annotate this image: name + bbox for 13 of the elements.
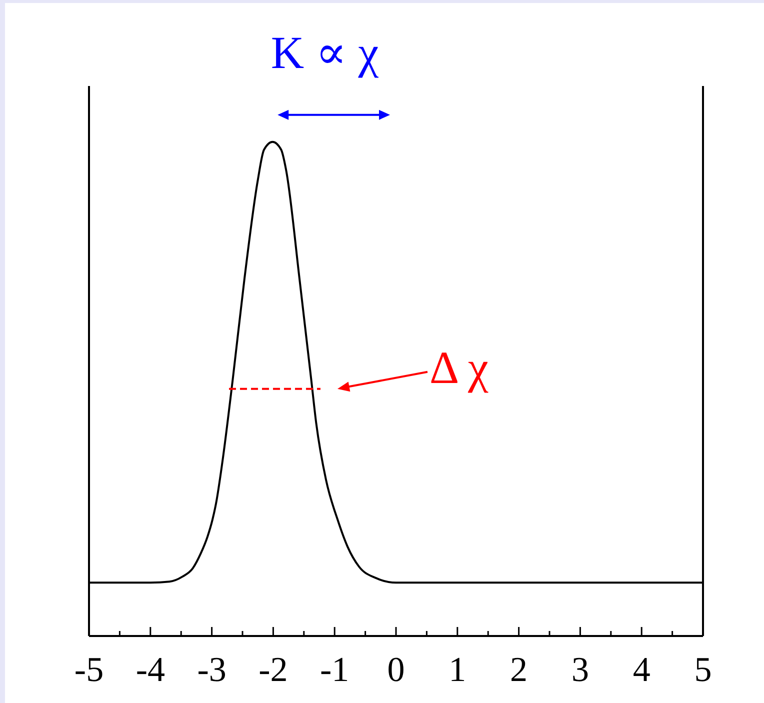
annotation: Δ χ <box>429 342 490 393</box>
text: K ∝ χ <box>270 26 380 78</box>
x-tick-label: 4 <box>632 650 650 689</box>
x-tick-label: 5 <box>694 650 712 689</box>
x-tick-label: -2 <box>258 650 288 689</box>
x-tick-label: 0 <box>387 650 405 689</box>
x-tick-label: -4 <box>136 650 165 689</box>
x-tick-label: 1 <box>448 650 466 689</box>
x-tick-label: 2 <box>510 650 528 689</box>
x-tick-label: -5 <box>74 650 104 689</box>
x-tick-label: -3 <box>197 650 226 689</box>
x-tick-label: 3 <box>571 650 589 689</box>
x-tick-label: -1 <box>320 650 350 689</box>
